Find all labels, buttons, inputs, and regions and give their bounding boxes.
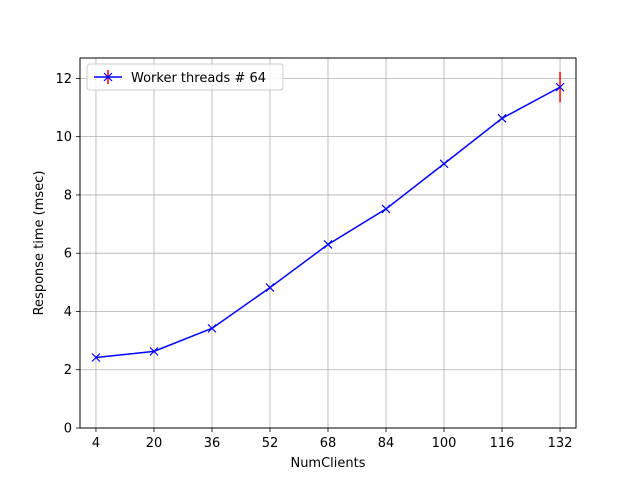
grid-lines <box>80 58 576 429</box>
data-point-marker <box>323 240 333 249</box>
y-tick-label: 0 <box>64 422 72 437</box>
data-point-marker <box>555 82 565 92</box>
y-tick-label: 10 <box>55 130 72 145</box>
data-point-marker <box>497 113 507 123</box>
legend-box <box>86 63 284 91</box>
y-tick-label: 8 <box>64 188 72 203</box>
x-tick-label: 132 <box>548 436 573 451</box>
data-point-marker <box>439 159 449 169</box>
y-tick-label: 2 <box>64 363 72 378</box>
data-point-marker <box>381 204 391 214</box>
x-axis-label: NumClients <box>290 456 365 471</box>
y-axis-label: Response time (msec) <box>32 171 47 316</box>
legend-marker-sample <box>103 72 113 82</box>
x-tick-label: 36 <box>204 436 221 451</box>
data-point-marker <box>207 323 217 333</box>
data-point-marker <box>91 353 101 362</box>
x-tick-label: 116 <box>490 436 515 451</box>
y-tick-label: 12 <box>55 72 72 87</box>
x-tick-label: 20 <box>146 436 163 451</box>
x-tick-label: 100 <box>432 436 457 451</box>
data-point-marker <box>149 346 159 356</box>
y-tick-label: 4 <box>64 305 72 320</box>
x-tick-label: 4 <box>92 436 100 451</box>
legend: Worker threads # 64 <box>86 63 284 91</box>
legend-label: Worker threads # 64 <box>131 71 266 86</box>
x-tick-label: 84 <box>378 436 395 451</box>
data-point-marker <box>265 283 275 292</box>
data-layer <box>91 71 565 362</box>
x-tick-label: 52 <box>262 436 279 451</box>
x-tick-label: 68 <box>320 436 337 451</box>
y-tick-label: 6 <box>64 247 72 262</box>
